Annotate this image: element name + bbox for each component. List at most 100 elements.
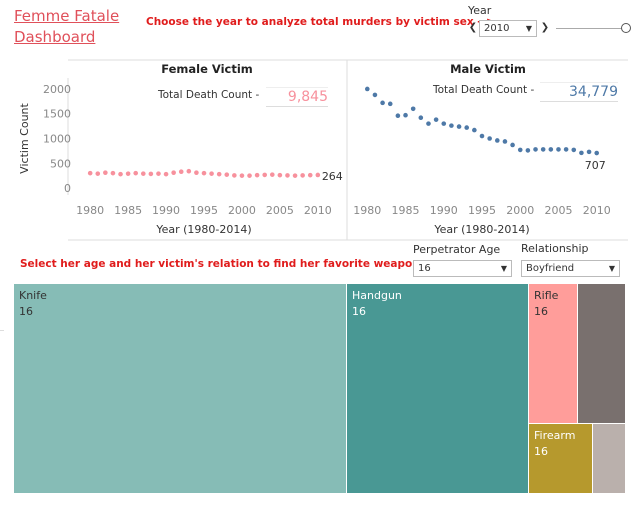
data-point	[403, 112, 408, 118]
x-tick-label: 2010	[583, 204, 611, 217]
relationship-select[interactable]: Boyfriend ▼	[521, 260, 620, 277]
data-point	[140, 171, 146, 176]
female-victim-plot: 0 500 1000 1500 2000 Victim Count 1980 1985 1990…	[18, 83, 343, 236]
y-axis-label: Victim Count	[18, 102, 31, 173]
data-point	[410, 106, 416, 112]
treemap-label: Knife	[19, 289, 47, 302]
year-filter-row: ❮ 2010 ▼ ❯	[468, 19, 633, 37]
data-point	[456, 124, 462, 129]
y-tick-label: 0	[64, 182, 71, 195]
chevron-left-icon[interactable]: ❮	[468, 22, 478, 33]
x-tick-label: 1995	[190, 204, 218, 217]
relationship-filter-label: Relationship	[521, 242, 589, 255]
data-point	[269, 172, 275, 177]
data-point	[395, 113, 401, 119]
weapon-treemap: Knife 16 Handgun 16 Rifle 16 Firearm 16	[14, 284, 626, 494]
data-point	[426, 121, 431, 126]
data-point	[133, 170, 139, 176]
data-point	[517, 147, 523, 153]
data-point	[494, 138, 500, 143]
data-point	[571, 147, 577, 153]
data-point	[479, 133, 485, 139]
data-point	[171, 170, 176, 175]
x-tick-label: 2010	[304, 204, 332, 217]
data-point	[540, 147, 546, 152]
x-tick-label: 1990	[430, 204, 458, 217]
data-point	[364, 86, 370, 92]
male-victim-plot: 1980 1985 1990 1995 2000 2005 2010 Year (1980-2…	[353, 86, 611, 236]
male-kpi-value: 34,779	[540, 82, 618, 102]
data-point	[209, 171, 214, 176]
x-tick-label: 1980	[353, 204, 381, 217]
dashboard-title[interactable]: Femme Fatale Dashboard	[14, 7, 120, 46]
y-tick-label: 500	[50, 157, 71, 170]
data-point	[449, 123, 454, 128]
chevron-down-icon: ▼	[500, 264, 507, 273]
year-slider-handle[interactable]	[621, 23, 631, 33]
data-point	[563, 147, 569, 152]
data-point	[254, 172, 260, 178]
female-kpi-value: 9,845	[266, 87, 328, 107]
y-tick-label: 2000	[43, 83, 71, 96]
data-point	[525, 148, 531, 153]
data-point	[307, 172, 313, 178]
year-select[interactable]: 2010 ▼	[479, 20, 537, 37]
x-axis-label: Year (1980-2014)	[433, 223, 529, 236]
data-point	[125, 171, 131, 176]
x-tick-label: 1990	[152, 204, 180, 217]
x-axis-label: Year (1980-2014)	[155, 223, 251, 236]
x-tick-label: 2000	[228, 204, 256, 217]
treemap-value: 16	[352, 305, 366, 318]
x-tick-label: 2000	[506, 204, 534, 217]
data-point	[594, 150, 600, 156]
data-point	[118, 171, 123, 177]
treemap-cell-other-dark[interactable]	[578, 284, 626, 424]
male-panel-title: Male Victim	[450, 62, 526, 76]
treemap-cell-handgun[interactable]: Handgun 16	[347, 284, 529, 494]
chevron-down-icon: ▼	[525, 24, 532, 33]
data-point	[586, 149, 592, 155]
victim-charts: 0 500 1000 1500 2000 Victim Count 1980 1985 1990…	[18, 59, 628, 241]
weapon-instruction: Select her age and her victim's relation…	[20, 258, 441, 270]
data-label: 264	[322, 170, 343, 183]
data-point	[103, 170, 108, 175]
treemap-value: 16	[19, 305, 33, 318]
data-point	[156, 171, 161, 176]
data-point	[510, 142, 515, 148]
data-point	[87, 170, 93, 176]
data-point	[285, 173, 290, 178]
data-point	[441, 121, 447, 126]
chevron-down-icon: ▼	[608, 264, 615, 273]
x-tick-label: 2005	[266, 204, 294, 217]
age-filter-label: Perpetrator Age	[413, 243, 501, 256]
data-point	[247, 173, 252, 178]
data-point	[579, 150, 584, 156]
female-kpi-label: Total Death Count -	[158, 89, 260, 101]
data-point	[472, 127, 477, 133]
year-filter-label: Year	[468, 4, 492, 17]
data-point	[262, 172, 268, 178]
treemap-cell-knife[interactable]: Knife 16	[14, 284, 347, 494]
treemap-cell-other-light[interactable]	[593, 424, 626, 494]
data-point	[216, 171, 222, 177]
treemap-cell-firearm[interactable]: Firearm 16	[529, 424, 593, 494]
x-tick-label: 1985	[392, 204, 420, 217]
x-tick-label: 2005	[544, 204, 572, 217]
data-point	[533, 147, 538, 152]
treemap-value: 16	[534, 305, 548, 318]
left-edge-mark	[0, 330, 4, 331]
data-point	[239, 173, 245, 178]
year-slider-track[interactable]	[556, 28, 626, 29]
x-tick-label: 1980	[76, 204, 104, 217]
data-point	[201, 170, 207, 176]
data-point	[194, 170, 199, 175]
data-point	[224, 172, 230, 177]
data-point	[487, 136, 492, 141]
data-point	[300, 173, 305, 178]
age-select[interactable]: 16 ▼	[413, 260, 512, 277]
treemap-cell-rifle[interactable]: Rifle 16	[529, 284, 578, 424]
age-select-value: 16	[418, 263, 431, 274]
chevron-right-icon[interactable]: ❯	[540, 22, 550, 33]
y-tick-label: 1000	[43, 133, 71, 146]
